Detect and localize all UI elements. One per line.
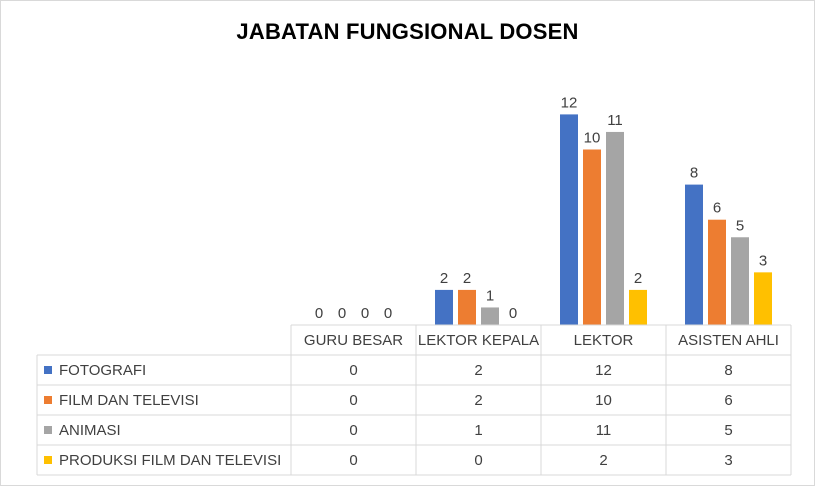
table-cell: 0	[349, 452, 357, 469]
data-label: 1	[486, 287, 494, 304]
data-label: 11	[607, 112, 623, 129]
data-label: 0	[338, 305, 346, 322]
table-cell: 12	[595, 362, 612, 379]
bar	[708, 219, 726, 325]
legend-swatch	[44, 366, 52, 374]
legend-swatch	[44, 456, 52, 464]
legend-swatch	[44, 426, 52, 434]
data-label: 3	[759, 252, 767, 269]
bar	[731, 237, 749, 325]
table-cell: 0	[474, 452, 482, 469]
legend-label: FILM DAN TELEVISI	[59, 392, 199, 409]
bar	[754, 272, 772, 325]
category-label: GURU BESAR	[304, 332, 403, 349]
table-cell: 2	[474, 392, 482, 409]
bar	[481, 307, 499, 325]
table-cell: 11	[596, 422, 612, 439]
table-cell: 1	[474, 422, 482, 439]
legend-swatch	[44, 396, 52, 404]
category-label: LEKTOR	[574, 332, 634, 349]
legend-label: PRODUKSI FILM DAN TELEVISI	[59, 452, 281, 469]
table-cell: 2	[599, 452, 607, 469]
data-label: 0	[361, 305, 369, 322]
legend-label: FOTOGRAFI	[59, 362, 146, 379]
data-label: 6	[713, 200, 721, 217]
table-cell: 3	[724, 452, 732, 469]
data-label: 0	[315, 305, 323, 322]
data-label: 2	[463, 270, 471, 287]
data-label: 2	[634, 270, 642, 287]
table-cell: 5	[724, 422, 732, 439]
category-label: ASISTEN AHLI	[678, 332, 779, 349]
bar	[629, 289, 647, 325]
bar	[458, 289, 476, 325]
data-label: 12	[561, 94, 578, 111]
table-cell: 2	[474, 362, 482, 379]
table-cell: 0	[349, 422, 357, 439]
data-label: 8	[690, 165, 698, 182]
bar	[583, 149, 601, 325]
chart-title: JABATAN FUNGSIONAL DOSEN	[236, 19, 579, 44]
category-label: LEKTOR KEPALA	[418, 332, 539, 349]
data-label: 10	[584, 130, 601, 147]
table-cell: 8	[724, 362, 732, 379]
data-label: 0	[384, 305, 392, 322]
bar	[560, 114, 578, 326]
table-cell: 0	[349, 392, 357, 409]
bar	[606, 131, 624, 325]
data-label: 5	[736, 217, 744, 234]
data-label: 0	[509, 305, 517, 322]
data-label: 2	[440, 270, 448, 287]
legend-label: ANIMASI	[59, 422, 121, 439]
table-cell: 10	[595, 392, 612, 409]
bar	[435, 289, 453, 325]
table-cell: 0	[349, 362, 357, 379]
table-cell: 6	[724, 392, 732, 409]
bar	[685, 184, 703, 325]
